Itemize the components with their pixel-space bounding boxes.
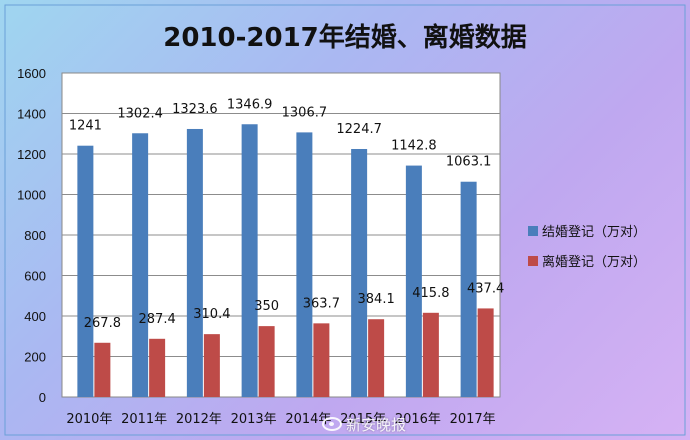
x-axis: 2010年 2011年 2012年 2013年 2014年 2015年 2016年 2017年 — [66, 412, 495, 427]
data-label: 363.7 — [303, 296, 340, 311]
x-tick-label: 2012年 — [176, 412, 222, 427]
data-labels: 1241 1302.4 1323.6 1346.9 1306.7 1224.7 1142.8… — [69, 97, 504, 331]
chart-border — [4, 4, 686, 436]
y-tick-label: 600 — [24, 269, 46, 284]
data-label: 1241 — [69, 119, 102, 134]
data-label: 1306.7 — [282, 105, 328, 120]
bar-divorce — [203, 334, 220, 397]
bar-divorce — [149, 338, 166, 397]
data-label: 267.8 — [84, 316, 121, 331]
chart-title: 2010-2017年结婚、离婚数据 — [163, 22, 527, 53]
data-label: 1063.1 — [446, 155, 492, 170]
bar-marriage — [132, 133, 149, 397]
data-label: 384.1 — [358, 292, 395, 307]
y-tick-label: 0 — [39, 390, 46, 405]
data-label: 415.8 — [412, 286, 449, 301]
bar-marriage — [351, 148, 368, 397]
legend-label: 结婚登记（万对） — [542, 225, 646, 240]
data-label: 1346.9 — [227, 97, 273, 112]
data-label: 1323.6 — [172, 102, 218, 117]
weibo-icon — [322, 417, 342, 431]
bar-divorce — [94, 342, 111, 397]
legend-swatch — [528, 226, 538, 236]
y-tick-label: 200 — [24, 350, 46, 365]
y-tick-label: 1600 — [17, 66, 46, 81]
data-label: 350 — [254, 299, 279, 314]
x-tick-label: 2010年 — [66, 412, 112, 427]
y-axis: 0 200 400 600 800 1000 1200 1400 1600 — [17, 66, 46, 405]
data-label: 1142.8 — [391, 139, 437, 154]
x-tick-label: 2013年 — [231, 412, 277, 427]
x-tick-label: 2014年 — [285, 412, 331, 427]
bar-marriage — [186, 128, 203, 397]
bar-divorce — [368, 319, 385, 397]
watermark: 新安晚报 — [322, 413, 406, 435]
bar-marriage — [296, 132, 313, 397]
bar-divorce — [477, 308, 494, 397]
data-label: 437.4 — [467, 281, 504, 296]
bar-divorce — [258, 326, 275, 397]
x-tick-label: 2015年 — [340, 412, 386, 427]
x-tick-label: 2017年 — [450, 412, 496, 427]
bar-marriage — [460, 181, 477, 397]
y-tick-label: 1200 — [17, 147, 46, 162]
bar-marriage — [241, 124, 258, 397]
bar-marriage — [405, 165, 422, 397]
legend: 结婚登记（万对） 离婚登记（万对） — [528, 225, 646, 270]
y-tick-label: 400 — [24, 309, 46, 324]
y-tick-label: 1400 — [17, 107, 46, 122]
data-label: 287.4 — [139, 312, 176, 327]
bar-marriage — [77, 145, 94, 397]
watermark-text: 新安晚报 — [346, 415, 407, 434]
legend-label: 离婚登记（万对） — [542, 254, 646, 270]
x-tick-label: 2016年 — [395, 412, 441, 427]
data-label: 1224.7 — [336, 122, 382, 137]
bar-divorce — [313, 323, 330, 397]
data-label: 310.4 — [193, 307, 230, 322]
x-tick-label: 2011年 — [121, 412, 167, 427]
legend-swatch — [528, 256, 538, 266]
y-tick-label: 1000 — [17, 188, 46, 203]
y-tick-label: 800 — [24, 228, 46, 243]
bar-divorce — [422, 312, 439, 397]
bars — [77, 124, 494, 397]
data-label: 1302.4 — [117, 106, 163, 121]
